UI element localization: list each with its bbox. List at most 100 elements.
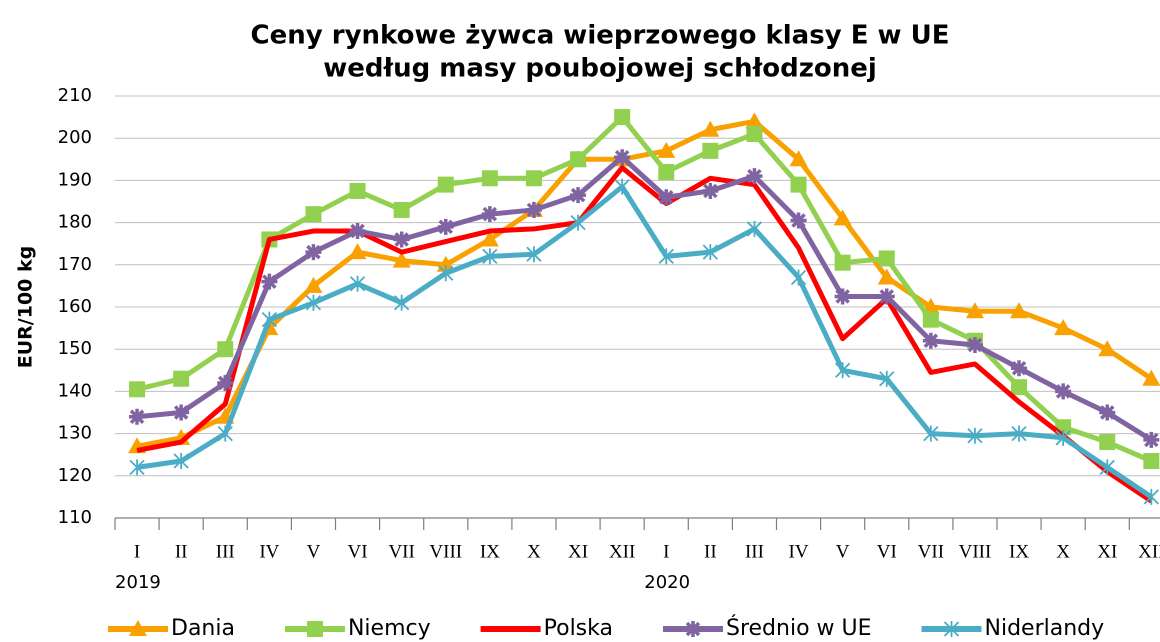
x-tick-label: VII: [388, 541, 414, 562]
marker: [481, 170, 498, 187]
marker: [702, 142, 719, 159]
x-tick-label: I: [134, 541, 140, 562]
marker: [570, 151, 587, 168]
marker: [614, 178, 630, 195]
marker: [790, 212, 807, 229]
marker: [1011, 379, 1028, 396]
marker: [217, 341, 234, 358]
y-tick-label: 190: [58, 169, 92, 190]
legend-label: Polska: [544, 616, 613, 641]
y-tick-label: 150: [58, 338, 92, 359]
legend-label: Niemcy: [348, 616, 431, 641]
y-tick-label: 130: [58, 423, 92, 444]
chart-title: Ceny rynkowe żywca wieprzowego klasy E w…: [251, 21, 950, 51]
marker: [437, 218, 454, 235]
marker: [701, 120, 720, 137]
marker: [393, 201, 410, 218]
marker: [173, 404, 190, 421]
marker: [437, 176, 454, 193]
marker: [1010, 302, 1029, 319]
marker: [923, 425, 939, 442]
marker: [1143, 453, 1160, 470]
marker: [1143, 488, 1159, 505]
series-line: [136, 114, 1153, 464]
marker: [746, 168, 763, 185]
marker: [525, 201, 542, 218]
marker: [745, 112, 764, 129]
marker: [570, 214, 586, 231]
marker: [173, 453, 189, 470]
y-axis-label: EUR/100 kg: [15, 246, 37, 369]
y-tick-label: 210: [58, 85, 92, 106]
legend-label: Dania: [171, 616, 235, 641]
marker: [261, 273, 278, 290]
x-tick-label: III: [745, 541, 764, 562]
marker: [525, 170, 542, 187]
marker: [966, 336, 983, 353]
x-tick-label: V: [836, 541, 850, 562]
y-tick-label: 110: [58, 507, 92, 528]
marker: [1143, 431, 1160, 448]
marker: [129, 408, 146, 425]
marker: [394, 294, 410, 311]
marker: [261, 311, 277, 328]
marker: [348, 243, 367, 260]
y-tick-label: 180: [58, 212, 92, 233]
y-tick-label: 140: [58, 380, 92, 401]
marker: [922, 332, 939, 349]
marker: [392, 251, 411, 268]
x-tick-label: XII: [609, 541, 635, 562]
marker: [393, 231, 410, 248]
x-tick-label: X: [527, 541, 541, 562]
marker: [746, 125, 763, 142]
x-tick-label: XII: [1138, 541, 1160, 562]
x-tick-label: IV: [789, 541, 809, 562]
marker: [835, 362, 851, 379]
marker: [878, 250, 895, 267]
x-tick-label: I: [663, 541, 669, 562]
marker: [658, 248, 674, 265]
marker: [482, 248, 498, 265]
marker: [129, 620, 147, 636]
marker: [922, 311, 939, 328]
x-tick-label: IX: [1009, 541, 1029, 562]
marker: [702, 244, 718, 261]
marker: [878, 288, 895, 305]
marker: [217, 374, 234, 391]
series-line: [136, 184, 1153, 499]
marker: [833, 209, 852, 226]
x-tick-label: IX: [480, 541, 500, 562]
marker: [746, 220, 763, 237]
marker: [614, 109, 631, 126]
x-tick-label: II: [704, 541, 717, 562]
marker: [1099, 459, 1115, 476]
marker: [1055, 429, 1071, 446]
x-tick-label: X: [1056, 541, 1070, 562]
marker: [305, 206, 322, 223]
legend-item: Dania: [108, 616, 235, 641]
marker: [789, 150, 808, 167]
marker: [349, 223, 366, 240]
legend-label: Średnio w UE: [726, 615, 872, 641]
marker: [965, 302, 984, 319]
marker: [790, 176, 807, 193]
series-line: [136, 118, 1153, 449]
marker: [614, 149, 631, 166]
marker: [438, 265, 454, 282]
x-tick-label: VI: [348, 541, 368, 562]
x-tick-label: V: [307, 541, 321, 562]
legend-item: Średnio w UE: [662, 615, 872, 641]
chart-title: według masy poubojowej schłodzonej: [323, 54, 877, 84]
marker: [658, 189, 675, 206]
legend-item: Niemcy: [284, 616, 431, 641]
marker: [570, 187, 587, 204]
marker: [702, 182, 719, 199]
series-line: [136, 154, 1153, 443]
marker: [306, 621, 323, 637]
marker: [305, 294, 322, 311]
x-tick-label: II: [175, 541, 188, 562]
marker: [480, 230, 499, 247]
marker: [684, 621, 701, 637]
x-tick-label: XI: [1097, 541, 1117, 562]
